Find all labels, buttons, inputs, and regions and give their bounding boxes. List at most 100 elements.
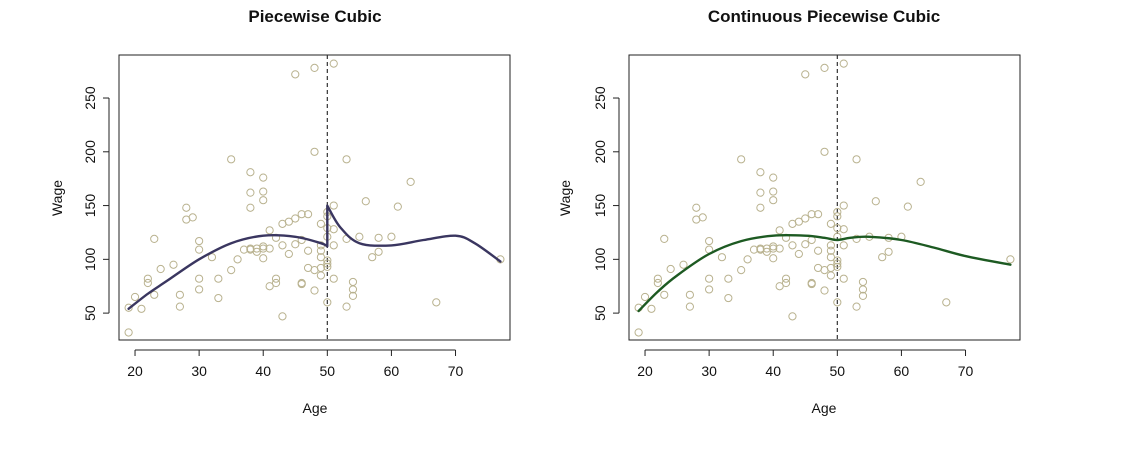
data-point [839,241,848,250]
data-point [788,312,797,321]
data-point [903,202,912,211]
data-point [348,277,358,287]
data-point [685,290,694,299]
y-tick-label: 200 [592,140,608,164]
data-point [227,265,236,275]
plot-frame [118,54,511,341]
data-point [833,262,842,271]
data-point [769,254,778,263]
data-point [820,147,829,156]
data-point [278,312,287,321]
data-point [833,212,842,221]
data-point [826,246,836,255]
data-point [775,244,784,253]
data-point [323,256,332,265]
y-axis-label: Wage [557,180,573,216]
data-point [878,253,887,262]
fit-curve [637,233,1012,313]
data-point [207,253,217,262]
data-point [833,298,842,307]
data-point [781,274,791,283]
data-point [368,253,377,262]
y-tick-label: 100 [82,247,98,271]
data-point [858,277,868,287]
data-point [271,278,281,288]
data-point [762,247,771,256]
data-point [775,282,784,291]
data-point [374,233,383,242]
data-point [310,63,319,73]
data-point [833,256,842,265]
data-point [705,285,714,294]
data-point [833,207,842,217]
data-point [348,291,358,301]
data-point [316,271,326,280]
data-point [1006,255,1015,264]
data-point [647,304,656,313]
data-point [724,293,733,303]
x-axis-label: Age [812,400,837,416]
data-point [259,173,268,182]
x-tick-label: 20 [127,363,143,379]
chart-title: Piecewise Cubic [248,7,381,26]
data-point [291,70,300,79]
data-point [284,249,293,259]
data-point [839,274,848,283]
data-point [265,226,274,235]
data-point [653,278,662,288]
data-point [329,201,338,210]
data-point [769,173,778,182]
data-point [692,203,701,212]
data-point [233,255,242,264]
data-point [259,196,268,205]
data-point [807,210,816,219]
data-point [303,246,313,255]
data-point [246,168,255,177]
x-tick-label: 50 [830,363,846,379]
data-point [737,265,746,275]
x-tick-label: 50 [320,363,336,379]
data-point [634,328,643,337]
data-point [252,247,261,256]
data-point [769,196,778,205]
data-point [156,264,165,274]
data-point [316,253,326,262]
panel-continuous-piecewise-cubic: Continuous Piecewise Cubic Age Wage 20 30… [557,7,1021,416]
data-point [737,155,746,164]
data-point [942,298,951,307]
y-tick-label: 250 [82,86,98,110]
data-point [833,259,842,268]
y-tick-label: 150 [82,194,98,218]
data-point [316,219,326,228]
data-point [246,203,255,212]
data-point [329,225,338,234]
data-point [150,234,159,244]
data-point [839,59,848,68]
data-point [794,249,803,259]
x-tick-label: 30 [191,363,207,379]
data-point [807,279,816,289]
data-point [297,210,306,219]
data-point [813,210,823,219]
data-point [259,254,268,263]
data-point [265,282,274,291]
x-tick-label: 60 [894,363,910,379]
data-point [660,234,669,244]
data-point [756,203,765,212]
data-point [124,328,133,337]
data-point [195,285,204,294]
data-point [195,274,204,283]
scatter-points [634,59,1015,337]
data-point [143,278,152,288]
y-tick-label: 50 [592,305,608,321]
data-point [660,290,669,299]
data-point [310,147,319,156]
data-point [769,187,778,196]
data-point [653,274,662,283]
y-tick-label: 50 [82,305,98,321]
data-point [756,188,765,197]
data-point [169,260,178,269]
data-point [303,210,313,219]
data-point [756,244,765,253]
data-point [801,240,810,249]
